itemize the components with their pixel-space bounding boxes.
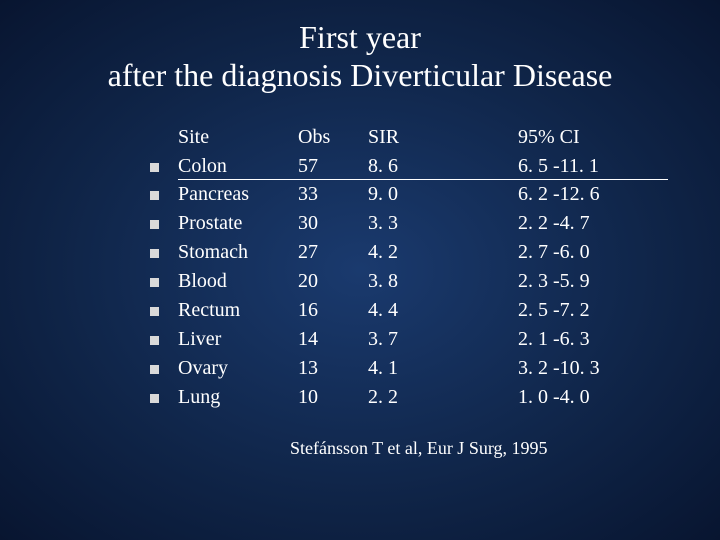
header-ci: 95% CI: [518, 123, 668, 152]
cell-sir: 2. 2: [368, 383, 518, 412]
table-row: Blood 20 3. 8 2. 3 -5. 9: [150, 267, 670, 296]
header-sir: SIR: [368, 123, 518, 152]
cell-obs: 14: [298, 325, 368, 354]
cell-ci: 6. 5 -11. 1: [518, 152, 668, 181]
header-obs: Obs: [298, 123, 368, 152]
cell-ci: 3. 2 -10. 3: [518, 354, 668, 383]
cell-obs: 27: [298, 238, 368, 267]
cell-obs: 16: [298, 296, 368, 325]
table-row: Lung 10 2. 2 1. 0 -4. 0: [150, 383, 670, 412]
cell-obs: 10: [298, 383, 368, 412]
cell-sir: 3. 7: [368, 325, 518, 354]
table-row: Ovary 13 4. 1 3. 2 -10. 3: [150, 354, 670, 383]
table-row: Colon 57 8. 6 6. 5 -11. 1: [150, 152, 670, 181]
slide: First year after the diagnosis Diverticu…: [0, 0, 720, 540]
bullet-icon: [150, 209, 178, 238]
bullet-icon: [150, 238, 178, 267]
bullet-icon: [150, 325, 178, 354]
cell-site: Rectum: [178, 296, 298, 325]
bullet-icon: [150, 354, 178, 383]
cell-obs: 30: [298, 209, 368, 238]
cell-obs: 20: [298, 267, 368, 296]
bullet-icon: [150, 152, 178, 181]
citation-text: Stefánsson T et al, Eur J Surg, 1995: [290, 438, 680, 459]
cell-sir: 3. 3: [368, 209, 518, 238]
cell-obs: 13: [298, 354, 368, 383]
cell-ci: 6. 2 -12. 6: [518, 180, 668, 209]
cell-site: Liver: [178, 325, 298, 354]
title-line-1: First year: [299, 19, 421, 55]
cell-sir: 4. 2: [368, 238, 518, 267]
cell-ci: 2. 5 -7. 2: [518, 296, 668, 325]
table-row: Rectum 16 4. 4 2. 5 -7. 2: [150, 296, 670, 325]
cell-site: Stomach: [178, 238, 298, 267]
cell-site: Blood: [178, 267, 298, 296]
cell-site: Prostate: [178, 209, 298, 238]
title-line-2: after the diagnosis Diverticular Disease: [108, 57, 613, 93]
cell-site: Colon: [178, 152, 298, 181]
cell-sir: 3. 8: [368, 267, 518, 296]
cell-obs: 33: [298, 180, 368, 209]
bullet-icon: [150, 296, 178, 325]
cell-ci: 2. 2 -4. 7: [518, 209, 668, 238]
cell-sir: 8. 6: [368, 152, 518, 181]
slide-title: First year after the diagnosis Diverticu…: [40, 18, 680, 95]
table-row: Stomach 27 4. 2 2. 7 -6. 0: [150, 238, 670, 267]
cell-ci: 2. 3 -5. 9: [518, 267, 668, 296]
cell-site: Pancreas: [178, 180, 298, 209]
table-header-row: Site Obs SIR 95% CI: [150, 123, 670, 152]
table-row: Prostate 30 3. 3 2. 2 -4. 7: [150, 209, 670, 238]
cell-sir: 9. 0: [368, 180, 518, 209]
cell-ci: 1. 0 -4. 0: [518, 383, 668, 412]
table-row: Liver 14 3. 7 2. 1 -6. 3: [150, 325, 670, 354]
cell-sir: 4. 4: [368, 296, 518, 325]
cell-obs: 57: [298, 152, 368, 181]
cell-sir: 4. 1: [368, 354, 518, 383]
bullet-icon: [150, 267, 178, 296]
cell-ci: 2. 7 -6. 0: [518, 238, 668, 267]
data-table: Site Obs SIR 95% CI Colon 57 8. 6 6. 5 -…: [150, 123, 670, 412]
bullet-icon: [150, 383, 178, 412]
cell-site: Ovary: [178, 354, 298, 383]
header-site: Site: [178, 123, 298, 152]
cell-ci: 2. 1 -6. 3: [518, 325, 668, 354]
cell-site: Lung: [178, 383, 298, 412]
bullet-icon: [150, 180, 178, 209]
table-row: Pancreas 33 9. 0 6. 2 -12. 6: [150, 180, 670, 209]
